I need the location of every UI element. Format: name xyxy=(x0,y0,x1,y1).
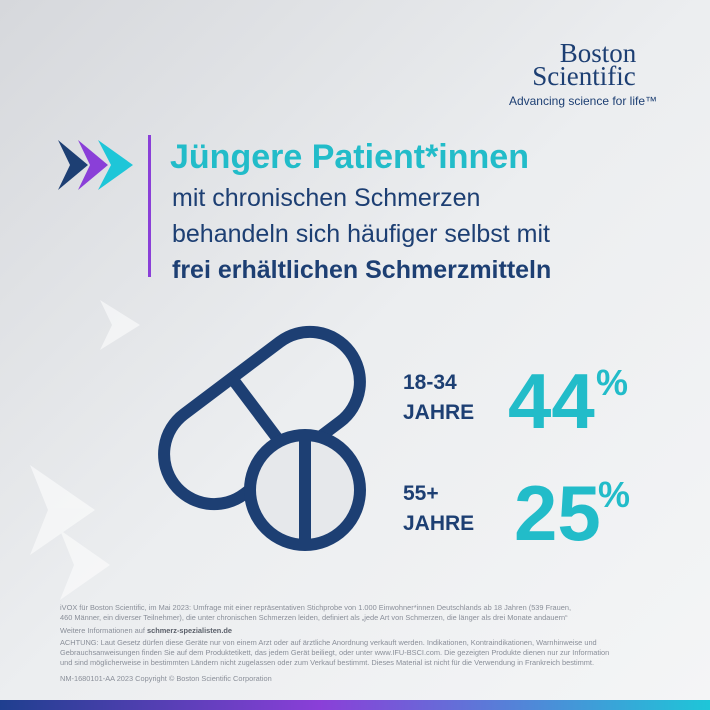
stat-label: JAHRE xyxy=(403,512,474,535)
footnote-text: Weitere Informationen auf xyxy=(60,626,146,635)
stat-value: 44 xyxy=(508,357,595,445)
pill-icon xyxy=(158,325,366,551)
footnote-line: ACHTUNG: Laut Gesetz dürfen diese Geräte… xyxy=(60,638,597,647)
chevrons xyxy=(58,140,133,190)
stat-age: 55+ xyxy=(403,482,439,505)
footnote-link: schmerz-spezialisten.de xyxy=(147,626,232,635)
footnote-line: Weitere Informationen auf schmerz-spezia… xyxy=(60,626,232,635)
headline-line: behandeln sich häufiger selbst mit xyxy=(172,220,550,248)
stat-unit: % xyxy=(598,474,630,515)
stat-age: 18-34 xyxy=(403,371,457,394)
headline-title: Jüngere Patient*innen xyxy=(170,138,529,176)
stat-label: JAHRE xyxy=(403,401,474,424)
footnote-line: NM-1680101-AA 2023 Copyright © Boston Sc… xyxy=(60,674,272,683)
footnote-line: und sind möglicherweise in bestimmten Lä… xyxy=(60,658,594,667)
stat-value: 25 xyxy=(514,469,601,557)
stat: 18-34 JAHRE 44 % xyxy=(403,357,628,445)
headline-line: mit chronischen Schmerzen xyxy=(172,184,480,212)
logo-tagline: Advancing science for life™ xyxy=(509,94,657,108)
logo-line: Scientific xyxy=(532,61,635,91)
logo: Boston Scientific Advancing science for … xyxy=(509,38,657,108)
footnote-line: iVOX für Boston Scientific, im Mai 2023:… xyxy=(60,603,571,612)
headline-line: frei erhältlichen Schmerzmitteln xyxy=(172,256,551,284)
bottom-bar xyxy=(0,700,710,710)
footnote-line: Gebrauchsanweisungen finden Sie auf dem … xyxy=(60,648,609,657)
divider xyxy=(148,135,151,277)
stat-unit: % xyxy=(596,362,628,403)
logo-line: Boston xyxy=(560,38,637,68)
footnote-line: 460 Männer, ein diverser Teilnehmer), di… xyxy=(60,613,568,622)
footnote: iVOX für Boston Scientific, im Mai 2023:… xyxy=(60,603,609,683)
decor-arrows xyxy=(30,300,140,600)
stat: 55+ JAHRE 25 % xyxy=(403,469,630,557)
